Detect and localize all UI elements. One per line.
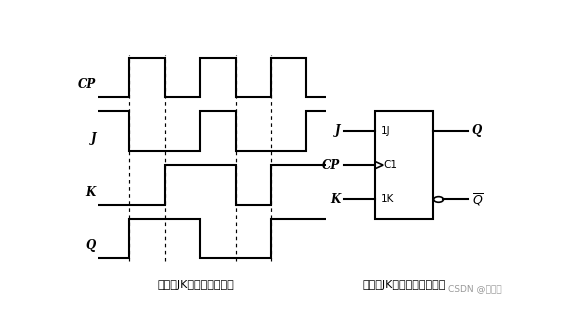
Text: CSDN @厉显辰: CSDN @厉显辰: [448, 284, 502, 293]
Text: 1J: 1J: [380, 126, 390, 136]
Text: 上升沿JK触发器工作波形: 上升沿JK触发器工作波形: [157, 280, 234, 290]
Text: K: K: [86, 186, 96, 199]
Text: J: J: [90, 132, 96, 145]
Text: $\overline{Q}$: $\overline{Q}$: [472, 191, 484, 208]
Text: J: J: [335, 124, 340, 137]
Text: 1K: 1K: [380, 195, 394, 205]
Bar: [375, 112, 433, 219]
Text: C1: C1: [383, 160, 397, 170]
Text: Q: Q: [86, 239, 96, 252]
Text: 上升沿JK触发器的逻辑符号: 上升沿JK触发器的逻辑符号: [362, 280, 446, 290]
Text: K: K: [331, 193, 340, 206]
Text: CP: CP: [323, 159, 340, 172]
Text: CP: CP: [78, 78, 96, 91]
Text: Q: Q: [472, 124, 482, 137]
